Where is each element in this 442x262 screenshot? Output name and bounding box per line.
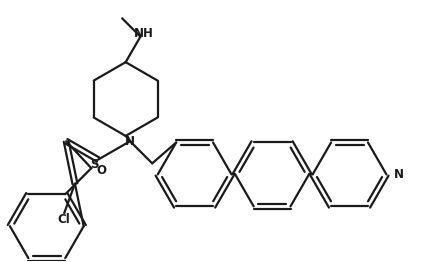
- Text: N: N: [393, 168, 404, 181]
- Text: NH: NH: [134, 27, 154, 40]
- Text: N: N: [125, 135, 135, 148]
- Text: S: S: [91, 158, 99, 171]
- Text: Cl: Cl: [58, 213, 71, 226]
- Text: O: O: [97, 164, 107, 177]
